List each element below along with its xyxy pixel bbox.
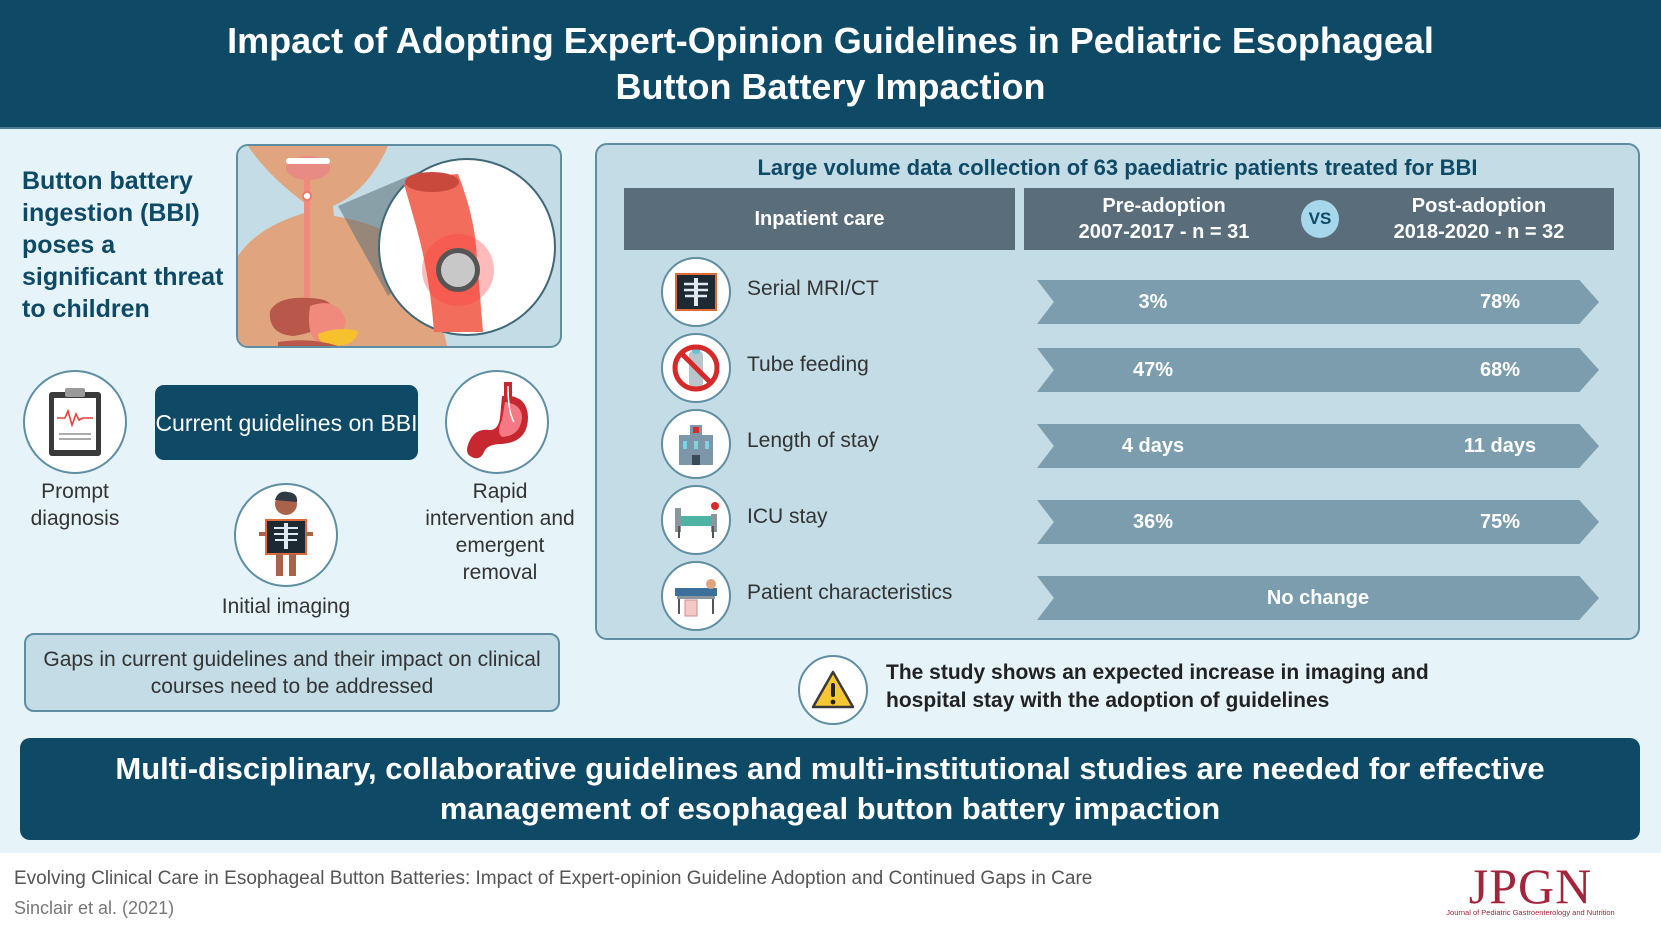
post-adoption-label: Post-adoption <box>1411 195 1547 217</box>
row-label: Length of stay <box>747 429 879 452</box>
pre-adoption-period: 2007-2017 - n = 31 <box>1078 221 1250 243</box>
current-guidelines-box: Current guidelines on BBI <box>155 385 418 460</box>
hospital-icon <box>661 409 731 479</box>
pre-value: 4 days <box>1121 435 1185 457</box>
gaps-callout: Gaps in current guidelines and their imp… <box>24 633 560 712</box>
row-label: Serial MRI/CT <box>747 277 879 300</box>
post-value: 78% <box>1479 291 1521 313</box>
column-header-inpatient-care: Inpatient care <box>624 188 1015 250</box>
pre-value: 36% <box>1132 511 1174 533</box>
post-value: 11 days <box>1463 435 1537 457</box>
comparison-arrow: 47% 68% <box>1037 348 1599 392</box>
row-label: Patient characteristics <box>747 581 953 604</box>
row-label: ICU stay <box>747 505 828 528</box>
reference-title: Evolving Clinical Care in Esophageal But… <box>14 868 1093 889</box>
pre-adoption-header: Pre-adoption 2007-2017 - n = 31 <box>1044 193 1284 245</box>
post-adoption-period: 2018-2020 - n = 32 <box>1393 221 1565 243</box>
combined-value: No change <box>1266 587 1370 609</box>
no-bottle-icon <box>661 333 731 403</box>
pre-adoption-label: Pre-adoption <box>1102 195 1226 217</box>
comparison-arrow: 4 days 11 days <box>1037 424 1599 468</box>
pre-value: 3% <box>1138 291 1168 313</box>
initial-imaging-label: Initial imaging <box>221 595 351 618</box>
study-title: Large volume data collection of 63 paedi… <box>757 155 1478 180</box>
post-adoption-header: Post-adoption 2018-2020 - n = 32 <box>1354 193 1604 245</box>
pre-value: 47% <box>1132 359 1174 381</box>
comparison-arrow: 3% 78% <box>1037 280 1599 324</box>
row-label: Tube feeding <box>747 353 869 376</box>
stomach-icon <box>467 382 528 459</box>
ingestion-illustration <box>236 144 562 348</box>
child-xray-icon <box>259 491 313 576</box>
warning-icon <box>811 670 855 709</box>
post-value: 75% <box>1479 511 1521 533</box>
initial-imaging-icon-ring <box>234 483 338 587</box>
study-note: The study shows an expected increase in … <box>886 661 1429 712</box>
header-band: Impact of Adopting Expert-Opinion Guidel… <box>0 0 1661 129</box>
rapid-intervention-icon-ring <box>445 370 549 474</box>
comparison-arrow: No change <box>1037 576 1599 620</box>
prompt-diagnosis-icon-ring <box>23 370 127 474</box>
conclusion-banner: Multi-disciplinary, collaborative guidel… <box>20 738 1640 840</box>
comparison-arrow: 36% 75% <box>1037 500 1599 544</box>
footer <box>0 853 1661 934</box>
clipboard-ecg-icon <box>49 388 101 456</box>
study-panel: Large volume data collection of 63 paedi… <box>595 143 1640 640</box>
journal-logo-text: JPGN <box>1468 858 1593 914</box>
prompt-diagnosis-label: Prompt diagnosis <box>30 480 120 530</box>
conclusion-text: Multi-disciplinary, collaborative guidel… <box>115 751 1545 826</box>
journal-name: Journal of Pediatric Gastroenterology an… <box>1446 908 1615 917</box>
journal-logo: JPGN Journal of Pediatric Gastroenterolo… <box>1418 858 1643 917</box>
page-title: Impact of Adopting Expert-Opinion Guidel… <box>227 19 1434 107</box>
hospital-bed-icon <box>661 485 731 555</box>
vs-badge: VS <box>1301 200 1339 238</box>
warning-icon-ring <box>798 655 868 725</box>
column-header-comparison: Pre-adoption 2007-2017 - n = 31 VS Post-… <box>1024 188 1614 250</box>
lead-text: Button battery ingestion (BBI) poses a s… <box>22 167 224 323</box>
patient-bed-icon <box>661 561 731 631</box>
xray-chest-icon <box>661 257 731 327</box>
child-esophagus-illustration <box>238 146 556 346</box>
rapid-intervention-label: Rapid intervention and emergent removal <box>425 480 575 584</box>
reference-authors: Sinclair et al. (2021) <box>14 898 175 918</box>
post-value: 68% <box>1479 359 1521 381</box>
